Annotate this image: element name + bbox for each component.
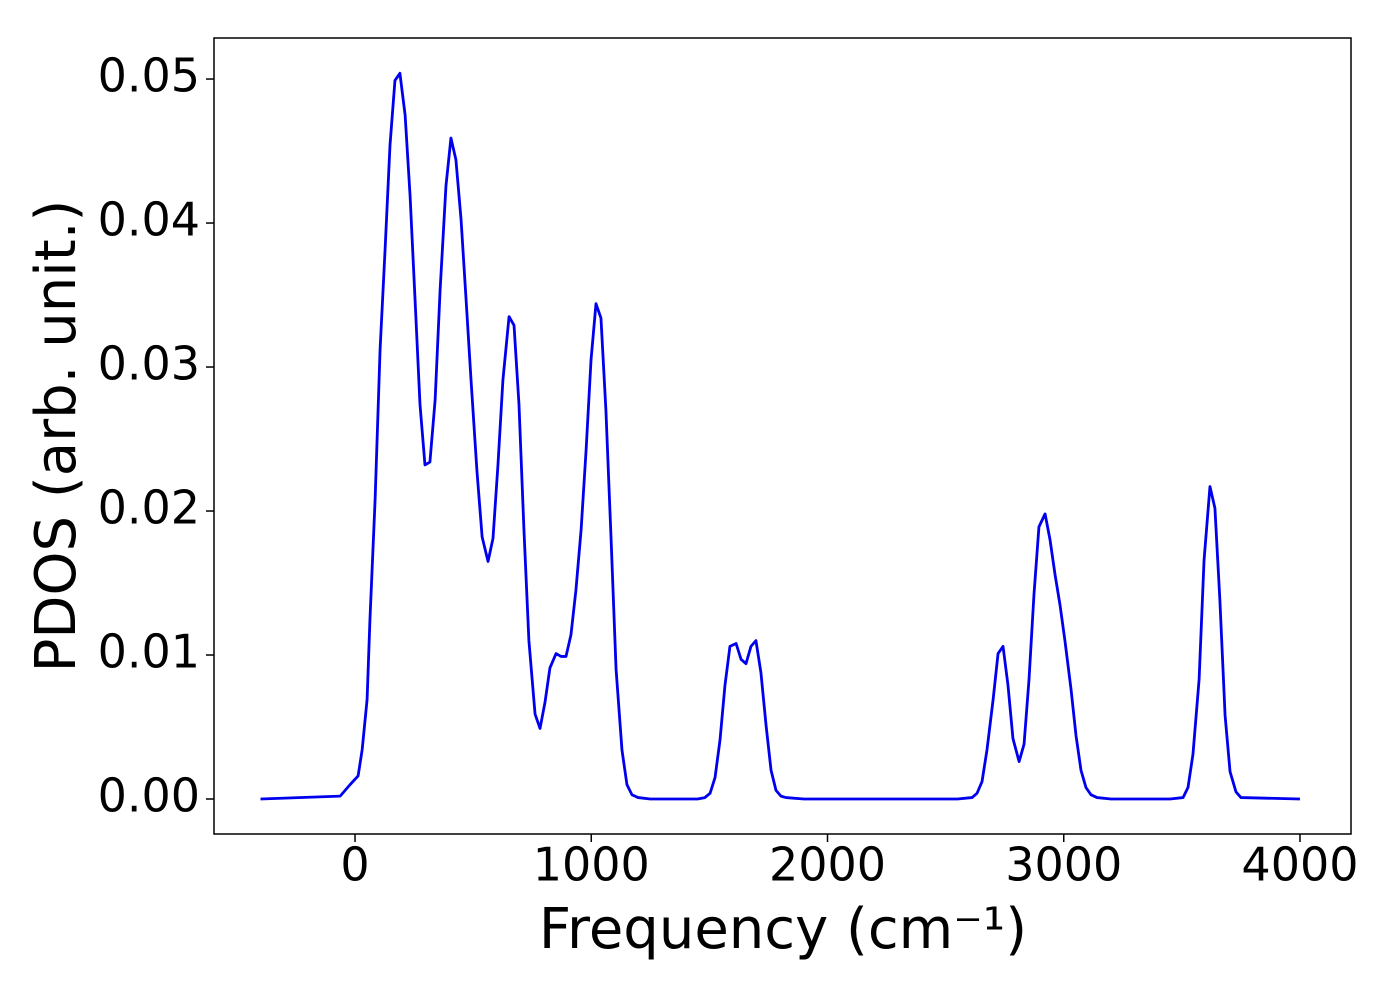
y-tick-label: 0.04 — [98, 193, 200, 247]
x-tick-label: 0 — [340, 838, 369, 892]
data-line — [260, 71, 1301, 801]
y-tick-label: 0.01 — [98, 625, 200, 679]
y-tick-label: 0.00 — [98, 769, 200, 823]
x-tick-label: 2000 — [769, 838, 886, 892]
x-tick-label: 4000 — [1241, 838, 1358, 892]
x-tick-label: 3000 — [1005, 838, 1122, 892]
x-axis-label: Frequency (cm⁻¹) — [539, 897, 1027, 962]
x-tick-label: 1000 — [533, 838, 650, 892]
y-axis-label: PDOS (arb. unit.) — [24, 200, 89, 673]
plot-frame — [213, 37, 1352, 835]
y-tick-label: 0.05 — [98, 49, 200, 103]
y-tick-label: 0.02 — [98, 481, 200, 535]
y-tick-label: 0.03 — [98, 337, 200, 391]
